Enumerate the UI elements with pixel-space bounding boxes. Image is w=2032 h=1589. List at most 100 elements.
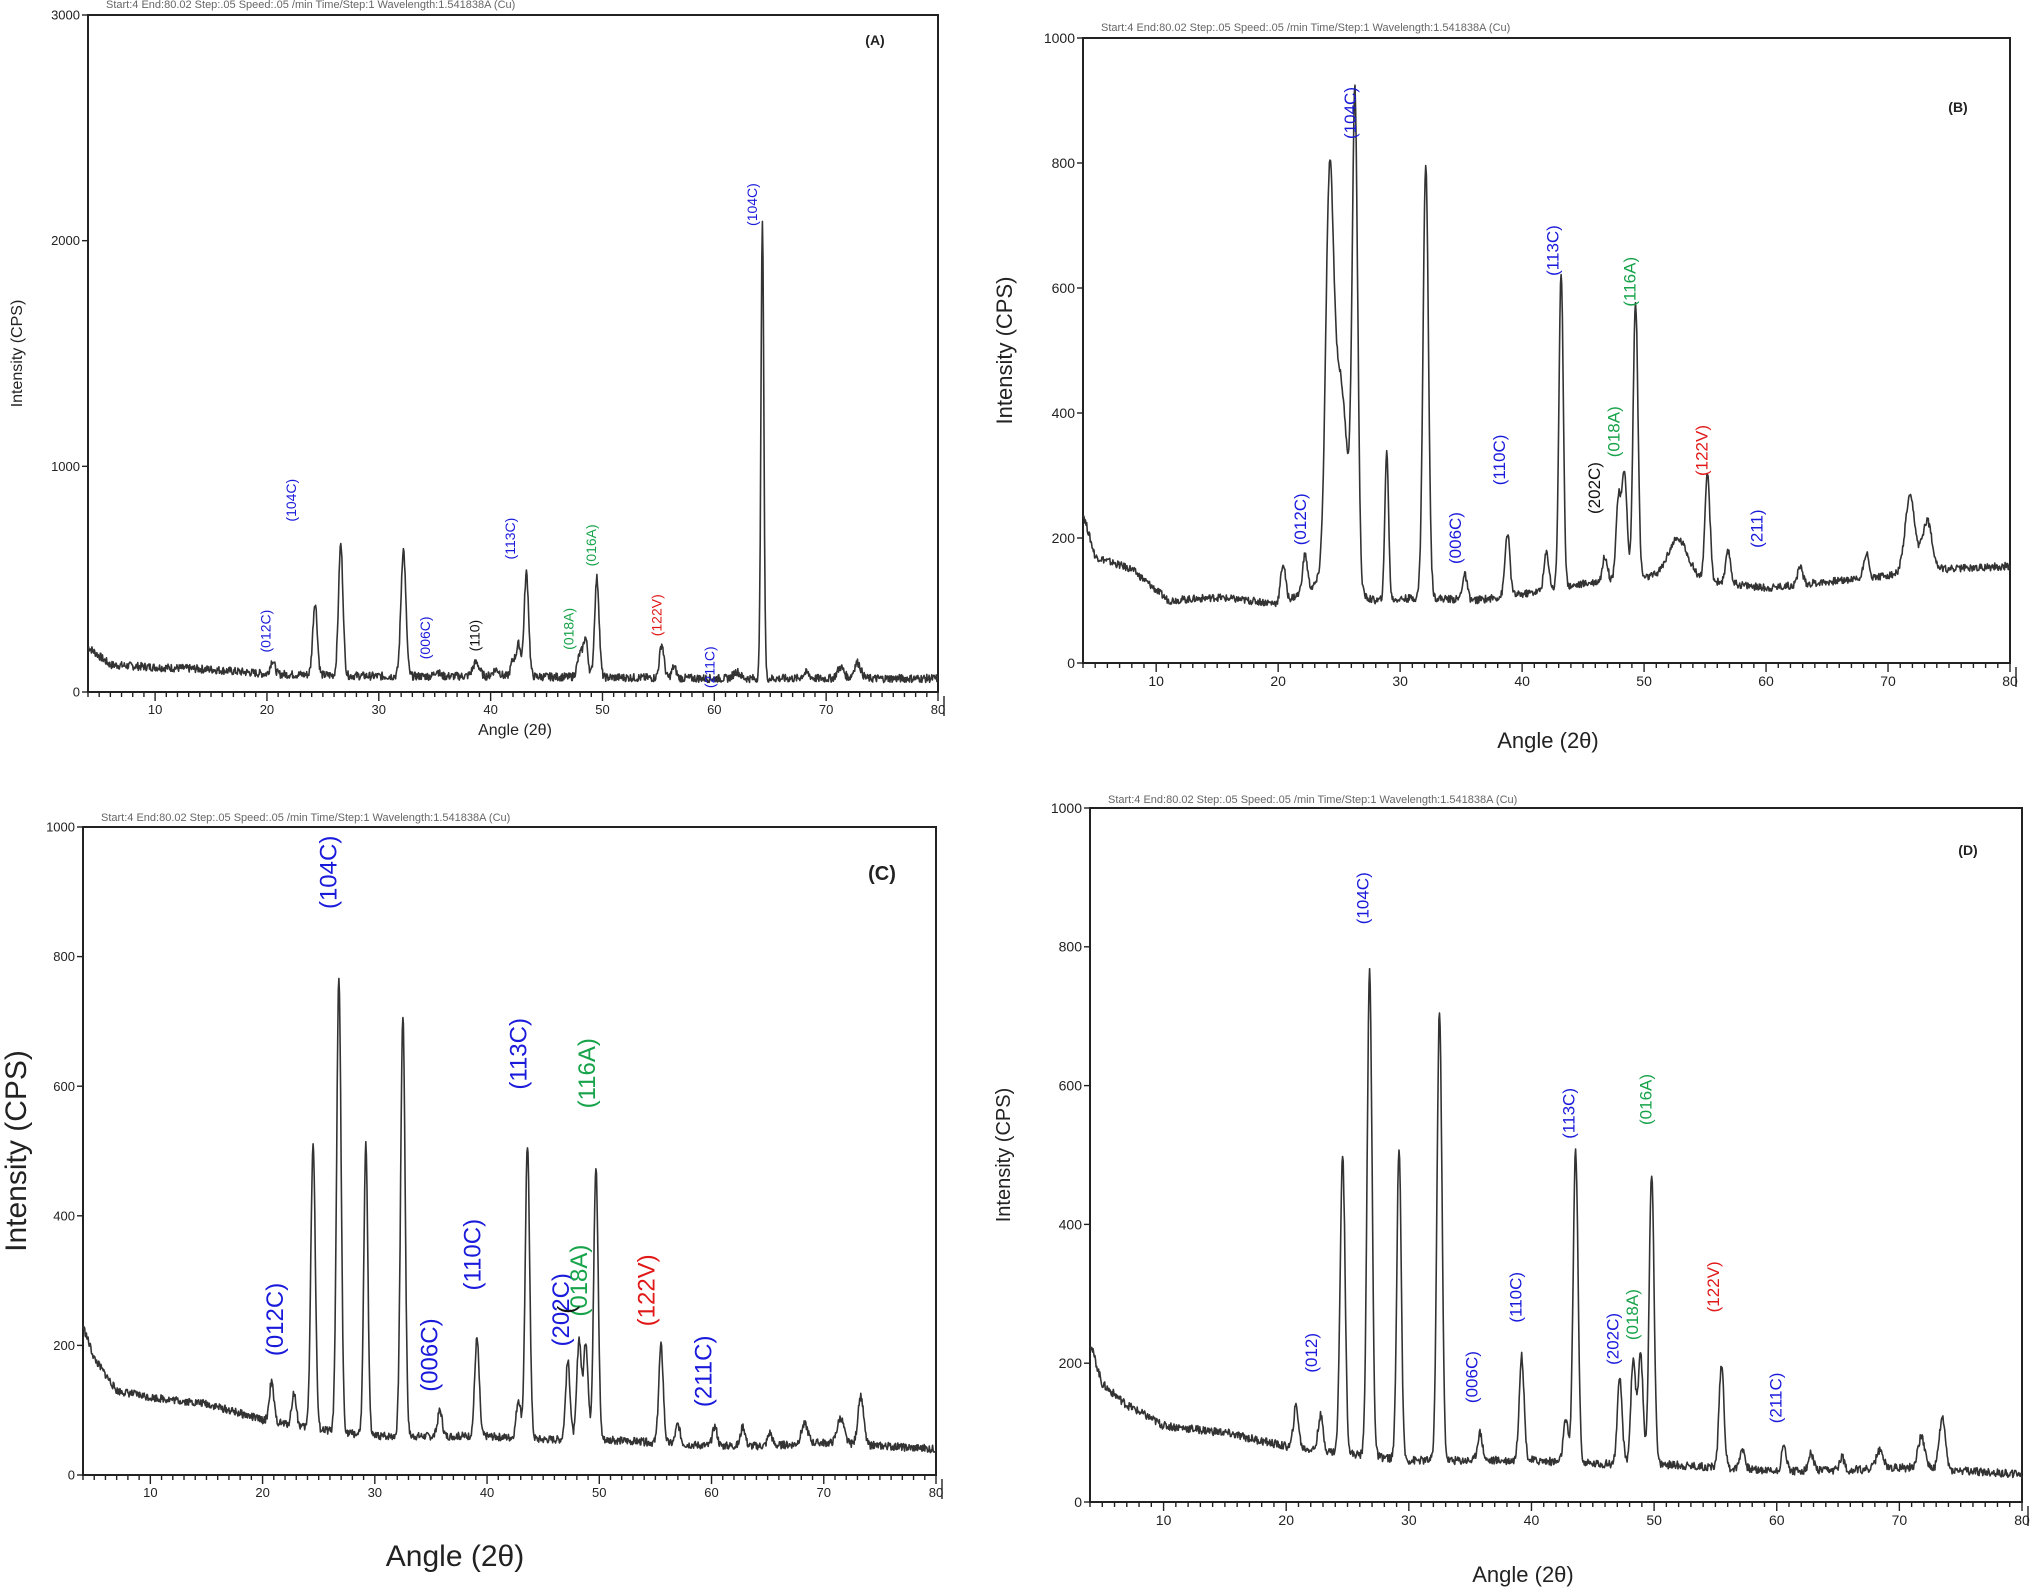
x-tick-label: 40 xyxy=(483,702,497,717)
peak-label: (211C) xyxy=(691,1336,718,1408)
y-tick-label: 1000 xyxy=(1051,800,1082,816)
y-tick-label: 400 xyxy=(1059,1216,1083,1232)
x-axis-title: Angle (2θ) xyxy=(386,1540,524,1573)
peak-label: (016A) xyxy=(583,524,599,566)
plot-frame xyxy=(1082,37,2011,664)
xrd-pattern-line xyxy=(82,977,937,1454)
x-tick-label: 30 xyxy=(372,702,386,717)
y-axis-title: Intensity (CPS) xyxy=(0,1050,33,1252)
plot-frame xyxy=(87,14,939,693)
peak-label: (018A) xyxy=(566,1245,593,1317)
peak-label: (012C) xyxy=(257,610,273,653)
peak-label: (113C) xyxy=(1559,1088,1578,1139)
peak-label: (122V) xyxy=(1693,425,1712,476)
peak-label: (113C) xyxy=(1544,225,1563,276)
y-tick-label: 600 xyxy=(53,1079,75,1094)
x-tick-label: 30 xyxy=(368,1485,382,1500)
peak-label: (016A) xyxy=(1637,1074,1656,1125)
xrd-pattern-line xyxy=(1089,967,2023,1479)
peak-label: (104C) xyxy=(316,836,343,909)
peak-label: (122V) xyxy=(633,1254,660,1326)
y-tick-label: 800 xyxy=(1052,155,1076,171)
y-tick-label: 0 xyxy=(1074,1494,1082,1510)
x-tick-label: 10 xyxy=(148,702,162,717)
y-axis-title: Intensity (CPS) xyxy=(992,277,1017,425)
xrd-pattern-line xyxy=(87,220,939,684)
peak-label: (122V) xyxy=(1704,1261,1723,1312)
plot-frame xyxy=(82,826,937,1476)
x-tick-label: 80 xyxy=(931,702,945,717)
x-tick-label: 50 xyxy=(1646,1512,1662,1528)
y-tick-label: 1000 xyxy=(1044,30,1075,46)
x-tick-label: 20 xyxy=(1270,673,1286,689)
y-tick-label: 2000 xyxy=(51,233,80,248)
peak-label: (012C) xyxy=(262,1283,289,1356)
peak-label: (211C) xyxy=(1767,1373,1786,1424)
peak-label: (018A) xyxy=(1623,1289,1642,1340)
x-tick-label: 60 xyxy=(1769,1512,1785,1528)
peak-label: (110C) xyxy=(1490,435,1509,486)
peak-label: (018A) xyxy=(560,608,576,650)
x-tick-label: 70 xyxy=(1880,673,1896,689)
peak-label: (104C) xyxy=(744,183,760,226)
peak-label: (110C) xyxy=(1507,1272,1526,1323)
x-tick-label: 10 xyxy=(1148,673,1164,689)
peak-label: (104C) xyxy=(1341,87,1360,139)
x-tick-label: 80 xyxy=(929,1485,943,1500)
peak-label: (018A) xyxy=(1605,406,1624,457)
x-axis-title: Angle (2θ) xyxy=(478,722,552,739)
peak-label: (006C) xyxy=(1463,1351,1482,1403)
x-tick-label: 70 xyxy=(1892,1512,1908,1528)
peak-label: (012) xyxy=(1302,1333,1321,1373)
x-tick-label: 80 xyxy=(2014,1512,2030,1528)
panel-label: (D) xyxy=(1958,842,1977,858)
y-tick-label: 1000 xyxy=(51,459,80,474)
x-tick-label: 50 xyxy=(592,1485,606,1500)
x-tick-label: 20 xyxy=(1278,1512,1294,1528)
y-axis-title: Intensity (CPS) xyxy=(993,1088,1015,1222)
x-tick-label: 60 xyxy=(704,1485,718,1500)
peak-label: ( xyxy=(554,1306,581,1314)
peak-label: (202C) xyxy=(548,1273,575,1346)
x-tick-label: 40 xyxy=(1514,673,1530,689)
x-tick-label: 60 xyxy=(1758,673,1774,689)
peak-label: (104C) xyxy=(1353,872,1372,924)
y-tick-label: 3000 xyxy=(51,8,80,23)
x-tick-label: 20 xyxy=(255,1485,269,1500)
y-tick-label: 200 xyxy=(1059,1355,1083,1371)
y-tick-label: 0 xyxy=(68,1468,75,1483)
x-tick-label: 70 xyxy=(819,702,833,717)
y-tick-label: 200 xyxy=(1052,530,1076,546)
y-tick-label: 400 xyxy=(1052,405,1076,421)
peak-label: (104C) xyxy=(283,479,299,522)
x-tick-label: 40 xyxy=(480,1485,494,1500)
y-tick-label: 800 xyxy=(1059,939,1083,955)
x-tick-label: 30 xyxy=(1401,1512,1417,1528)
peak-label: (006C) xyxy=(1446,512,1465,564)
y-tick-label: 0 xyxy=(1067,655,1075,671)
x-tick-label: 40 xyxy=(1524,1512,1540,1528)
scan-parameters-text: Start:4 End:80.02 Step:.05 Speed:.05 /mi… xyxy=(101,812,510,824)
x-tick-label: 60 xyxy=(707,702,721,717)
x-tick-label: 50 xyxy=(595,702,609,717)
xrd-pattern-line xyxy=(1082,84,2011,608)
x-axis-title: Angle (2θ) xyxy=(1497,728,1599,753)
y-tick-label: 200 xyxy=(53,1338,75,1353)
x-tick-label: 80 xyxy=(2002,673,2018,689)
y-tick-label: 1000 xyxy=(46,820,75,835)
xrd-panel-d: Start:4 End:80.02 Step:.05 Speed:.05 /mi… xyxy=(993,794,2030,1587)
peak-label: (211C) xyxy=(701,646,717,688)
y-tick-label: 400 xyxy=(53,1208,75,1223)
x-axis-title: Angle (2θ) xyxy=(1472,1562,1574,1587)
scan-parameters-text: Start:4 End:80.02 Step:.05 Speed:.05 /mi… xyxy=(1101,22,1510,34)
xrd-panel-c: Start:4 End:80.02 Step:.05 Speed:.05 /mi… xyxy=(0,812,943,1573)
xrd-panel-b: Start:4 End:80.02 Step:.05 Speed:.05 /mi… xyxy=(992,22,2018,753)
xrd-panel-a: Start:4 End:80.02 Step:.05 Speed:.05 /mi… xyxy=(9,0,945,739)
peak-label: (113C) xyxy=(502,518,518,560)
peak-label: (110C) xyxy=(459,1219,486,1291)
x-tick-label: 30 xyxy=(1392,673,1408,689)
peak-label: (012C) xyxy=(1291,493,1310,545)
peak-label: (116A) xyxy=(574,1038,601,1108)
x-tick-label: 10 xyxy=(143,1485,157,1500)
